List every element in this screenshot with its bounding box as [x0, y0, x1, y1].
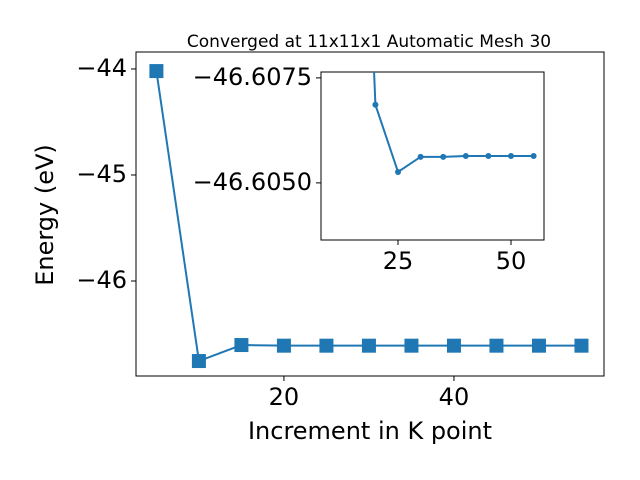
x-tick-label: 20: [269, 383, 300, 411]
data-point: [530, 153, 537, 159]
data-point: [440, 153, 447, 160]
data-point: [276, 338, 291, 353]
x-tick-label: 25: [383, 247, 414, 275]
data-point: [234, 338, 249, 353]
y-tick-label: −46: [76, 266, 127, 294]
data-point: [361, 338, 376, 353]
data-point: [485, 153, 492, 159]
data-point: [372, 101, 379, 108]
x-tick-label: 40: [439, 383, 470, 411]
data-point: [191, 354, 206, 369]
data-point: [574, 338, 589, 353]
data-point: [417, 153, 424, 160]
y-tick-label: −44: [76, 54, 127, 82]
data-point: [149, 64, 164, 79]
data-point: [395, 168, 402, 175]
x-tick-label: 50: [496, 247, 527, 275]
y-tick-label: −46.6050: [193, 168, 312, 196]
x-axis-label: Increment in K point: [248, 417, 492, 445]
axes-frame: [135, 51, 605, 377]
data-point: [446, 338, 461, 353]
y-axis-label: Energy (eV): [31, 144, 59, 286]
plot-area: [372, 72, 537, 175]
data-point: [319, 338, 334, 353]
data-point: [489, 338, 504, 353]
y-tick-label: −46.6075: [193, 63, 312, 91]
data-point: [531, 338, 546, 353]
data-point: [508, 153, 515, 159]
plot-area: [149, 64, 589, 369]
axes-frame: [320, 71, 545, 241]
data-point: [404, 338, 419, 353]
chart-title: Converged at 11x11x1 Automatic Mesh 30: [187, 32, 551, 52]
y-tick-label: −45: [76, 160, 127, 188]
data-point: [462, 153, 469, 159]
